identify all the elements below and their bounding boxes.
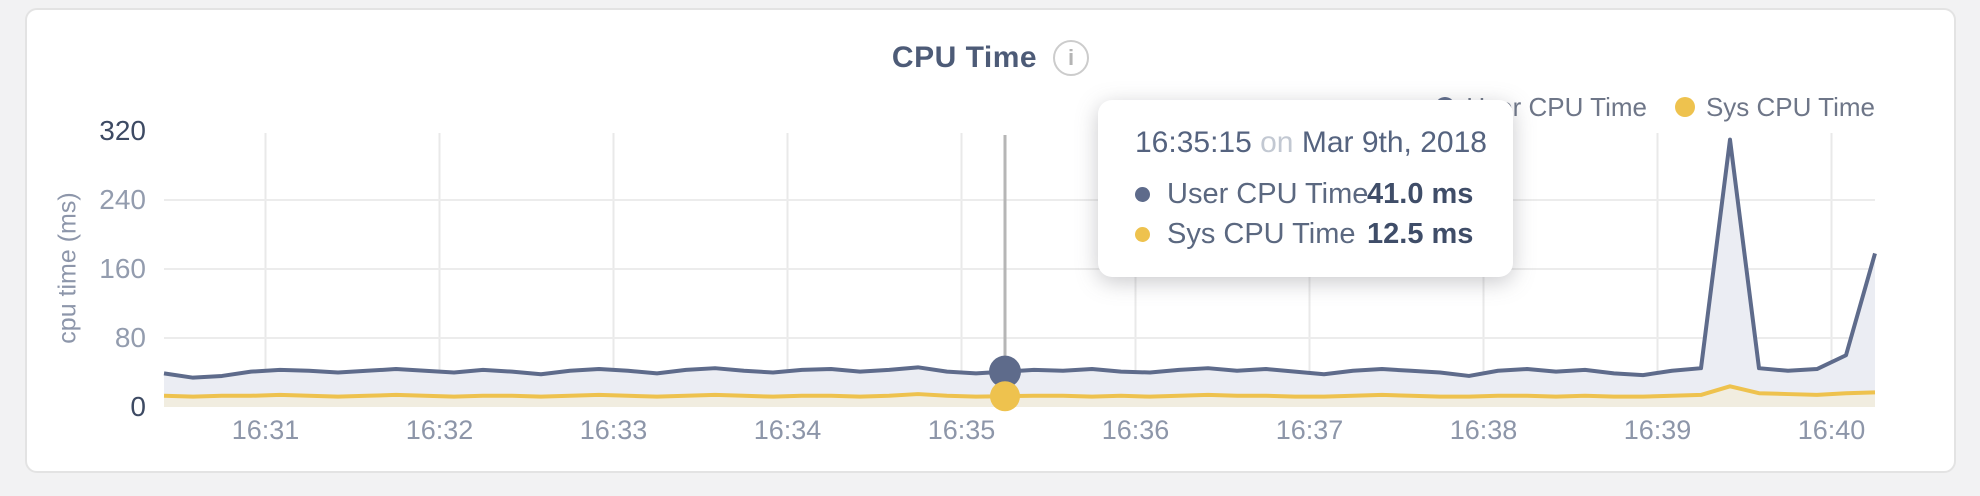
x-tick-label: 16:34 bbox=[753, 415, 822, 445]
x-tick-label: 16:35 bbox=[927, 415, 996, 445]
y-tick-label: 240 bbox=[99, 184, 146, 215]
x-tick-label: 16:38 bbox=[1449, 415, 1518, 445]
chart-header: CPU Time i bbox=[25, 36, 1956, 80]
x-tick-label: 16:33 bbox=[579, 415, 648, 445]
x-tick-label: 16:37 bbox=[1275, 415, 1344, 445]
tooltip-series-dot-icon bbox=[1135, 186, 1150, 202]
tooltip-series-dot-icon bbox=[1135, 226, 1150, 242]
x-tick-label: 16:40 bbox=[1797, 415, 1866, 445]
tooltip-series-label: Sys CPU Time bbox=[1167, 217, 1356, 250]
tooltip-series-label: User CPU Time bbox=[1167, 177, 1369, 210]
legend-label: Sys CPU Time bbox=[1705, 91, 1875, 122]
x-tick-label: 16:36 bbox=[1101, 415, 1170, 445]
x-tick-label: 16:31 bbox=[231, 415, 300, 445]
hover-tooltip: 16:35:15 on Mar 9th, 2018 User CPU Time 4… bbox=[1098, 100, 1513, 277]
legend-item-sys-cpu-time[interactable]: Sys CPU Time bbox=[1674, 91, 1875, 123]
tooltip-series-value: 41.0 ms bbox=[1367, 177, 1474, 210]
tooltip-date: Mar 9th, 2018 bbox=[1301, 126, 1487, 159]
chart-title: CPU Time bbox=[891, 41, 1038, 74]
y-tick-label: 160 bbox=[99, 253, 146, 284]
legend-dot-icon bbox=[1674, 97, 1695, 117]
tooltip-row: Sys CPU Time 12.5 ms bbox=[1135, 214, 1477, 254]
user-cpu-line bbox=[163, 137, 1877, 380]
y-tick-label: 320 bbox=[99, 115, 146, 146]
x-tick-label: 16:39 bbox=[1623, 415, 1692, 445]
tooltip-header: 16:35:15 on Mar 9th, 2018 bbox=[1135, 126, 1487, 160]
tooltip-rows: User CPU Time 41.0 ms Sys CPU Time 12.5 ms bbox=[1135, 174, 1477, 254]
info-icon[interactable]: i bbox=[1053, 40, 1090, 76]
tooltip-time: 16:35:15 bbox=[1135, 126, 1252, 159]
tooltip-connector: on bbox=[1260, 126, 1294, 159]
tooltip-series-value: 12.5 ms bbox=[1367, 217, 1474, 250]
user-cpu-area bbox=[164, 139, 1875, 407]
hover-point-user-cpu bbox=[989, 355, 1021, 388]
tooltip-row: User CPU Time 41.0 ms bbox=[1135, 174, 1477, 214]
x-tick-label: 16:32 bbox=[405, 415, 474, 445]
y-tick-label: 0 bbox=[130, 391, 146, 422]
hover-point-sys-cpu bbox=[990, 381, 1020, 412]
y-tick-label: 80 bbox=[114, 322, 146, 353]
